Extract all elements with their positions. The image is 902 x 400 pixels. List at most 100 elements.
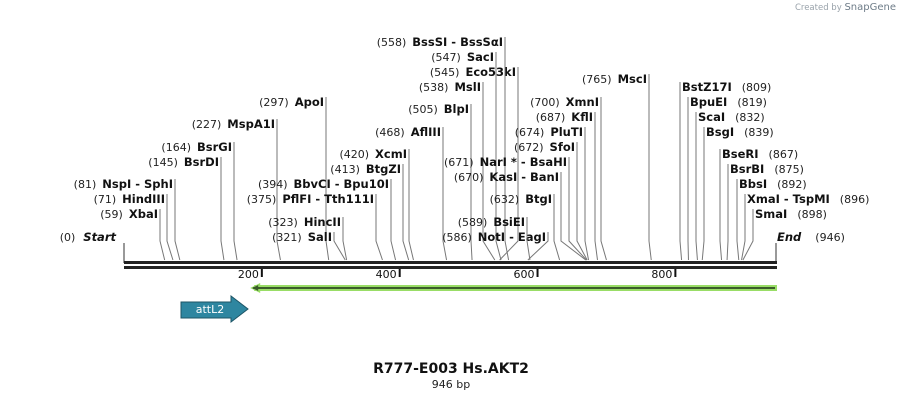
svg-text:(687)KflI: (687) KflI [536, 110, 593, 124]
svg-text:(71)HindIII: (71) HindIII [94, 192, 165, 206]
site-enzyme: SacI [467, 50, 494, 64]
restriction-site[interactable]: (700) XmnI [530, 95, 607, 261]
site-connector-line [174, 179, 181, 261]
restriction-site[interactable]: (674) PluTI [515, 125, 590, 261]
restriction-site[interactable]: (586) NotI - EagI [442, 230, 549, 261]
end-position: (946) [815, 231, 845, 244]
features: attL2 [180, 283, 777, 324]
restriction-site[interactable]: (670) KasI - BanI [454, 170, 587, 261]
svg-text:BsrBI(875): BsrBI (875) [730, 162, 804, 176]
site-connector-line [600, 97, 607, 261]
restriction-site[interactable]: (227) MspA1I [192, 117, 281, 261]
site-enzyme: KflI [571, 110, 593, 124]
restriction-site[interactable]: (420) XcmI [339, 147, 414, 261]
site-position: (71) [94, 193, 117, 206]
site-position: (468) [375, 126, 405, 139]
restriction-site[interactable]: BpuEI (819) [687, 95, 767, 261]
site-connector-line [276, 119, 281, 261]
site-position: (545) [430, 66, 460, 79]
site-enzyme: BsiEI [493, 215, 525, 229]
restriction-site[interactable]: XmaI - TspMI (896) [741, 192, 870, 261]
site-position: (538) [419, 81, 449, 94]
site-enzyme: ScaI [698, 110, 725, 124]
site-enzyme: Eco53kI [465, 65, 516, 79]
dna-backbone [124, 261, 777, 269]
svg-text:(164)BsrGI: (164) BsrGI [161, 140, 232, 154]
credit-brand: SnapGene [844, 2, 896, 13]
svg-text:(420)XcmI: (420) XcmI [339, 147, 407, 161]
restriction-site[interactable]: (145) BsrDI [148, 155, 225, 261]
restriction-site[interactable]: BseRI (867) [719, 147, 799, 261]
ruler-tick: 400 [376, 268, 401, 281]
restriction-site[interactable]: (413) BtgZI [330, 162, 410, 261]
sequence-length: 946 bp [431, 378, 471, 391]
restriction-site[interactable]: BsgI (839) [701, 125, 774, 261]
svg-text:(589)BsiEI: (589) BsiEI [458, 215, 525, 229]
site-enzyme: BsrGI [197, 140, 232, 154]
restriction-site[interactable]: SmaI (898) [742, 207, 827, 261]
svg-text:(505)BlpI: (505) BlpI [408, 102, 469, 116]
sequence-start-marker: (0) Start [60, 230, 125, 263]
restriction-site[interactable]: (672) SfoI [514, 140, 588, 261]
site-enzyme: NarI * - BsaHI [480, 155, 567, 169]
restriction-site[interactable]: (71) HindIII [94, 192, 174, 261]
restriction-site[interactable]: (375) PflFI - Tth111I [247, 192, 383, 261]
restriction-site[interactable]: (297) ApoI [259, 95, 330, 261]
restriction-site[interactable]: (323) HincII [268, 215, 348, 261]
feature-label: attL2 [196, 303, 225, 316]
restriction-site[interactable]: BstZ17I (809) [679, 80, 771, 261]
svg-text:(547)SacI: (547) SacI [431, 50, 494, 64]
ruler-tick: 200 [238, 268, 263, 281]
site-enzyme: PluTI [550, 125, 583, 139]
site-connector-line [726, 164, 729, 261]
site-position: (898) [797, 208, 827, 221]
restriction-site[interactable]: (505) BlpI [408, 102, 473, 261]
svg-text:(674)PluTI: (674) PluTI [515, 125, 583, 139]
site-position: (867) [769, 148, 799, 161]
restriction-site[interactable]: (632) BtgI [490, 192, 561, 261]
site-connector-line [526, 217, 531, 261]
site-enzyme: NspI - SphI [102, 177, 173, 191]
restriction-site[interactable]: (558) BssSI - BssSαI [377, 35, 510, 261]
svg-text:(538)MslI: (538) MslI [419, 80, 481, 94]
restriction-site[interactable]: ScaI (832) [695, 110, 765, 261]
site-connector-line [166, 194, 174, 261]
snapgene-credit: Created by SnapGene [795, 2, 896, 13]
restriction-site[interactable]: (321) SalI [272, 230, 346, 261]
end-label: End [777, 230, 802, 244]
restriction-site[interactable]: (59) XbaI [100, 207, 166, 261]
end-label: Start [83, 230, 116, 244]
svg-text:(671)NarI * - BsaHI: (671) NarI * - BsaHI [444, 155, 567, 169]
restriction-site[interactable]: (547) SacI [431, 50, 502, 261]
site-enzyme: NotI - EagI [478, 230, 546, 244]
feature-orf-arrow[interactable] [250, 283, 777, 293]
svg-text:(700)XmnI: (700) XmnI [530, 95, 599, 109]
restriction-site[interactable]: BsrBI (875) [726, 162, 804, 261]
restriction-site[interactable]: (81) NspI - SphI [74, 177, 181, 261]
restriction-site[interactable]: (468) AflIII [375, 125, 448, 261]
svg-text:400: 400 [376, 268, 397, 281]
restriction-site[interactable]: (671) NarI * - BsaHI [444, 155, 587, 261]
site-connector-line [470, 104, 473, 261]
site-enzyme: SalI [308, 230, 332, 244]
feature-attl2-arrow[interactable]: attL2 [180, 294, 249, 324]
site-position: (674) [515, 126, 545, 139]
restriction-site[interactable]: (164) BsrGI [161, 140, 238, 261]
restriction-site[interactable]: (394) BbvCI - Bpu10I [258, 177, 397, 261]
top-strand [124, 261, 777, 264]
restriction-site[interactable]: (538) MslI [419, 80, 496, 261]
site-connector-line [736, 179, 740, 261]
site-position: (839) [744, 126, 774, 139]
site-enzyme: BtgZI [366, 162, 401, 176]
restriction-site[interactable]: BbsI (892) [736, 177, 807, 261]
site-enzyme: MslI [454, 80, 481, 94]
restriction-site[interactable]: (765) MscI [582, 72, 652, 261]
svg-text:(586)NotI - EagI: (586) NotI - EagI [442, 230, 546, 244]
restriction-site[interactable]: (687) KflI [536, 110, 598, 261]
restriction-site[interactable]: (545) Eco53kI [430, 65, 519, 261]
restriction-site[interactable]: (589) BsiEI [458, 215, 531, 261]
ruler-tick: 600 [514, 268, 539, 281]
site-connector-line [594, 112, 598, 261]
site-position: (765) [582, 73, 612, 86]
site-connector-line [495, 52, 502, 261]
